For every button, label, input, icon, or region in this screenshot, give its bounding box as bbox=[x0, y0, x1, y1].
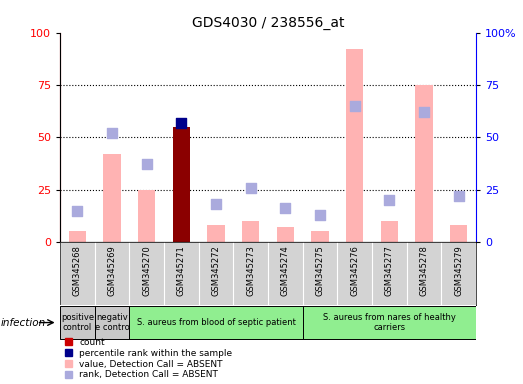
Legend: count, percentile rank within the sample, value, Detection Call = ABSENT, rank, : count, percentile rank within the sample… bbox=[65, 338, 232, 379]
Bar bbox=[450, 225, 467, 242]
Text: GSM345277: GSM345277 bbox=[385, 245, 394, 296]
Bar bbox=[311, 232, 328, 242]
Bar bbox=[303, 306, 476, 339]
Point bbox=[177, 119, 186, 126]
Text: S. aureus from nares of healthy
carriers: S. aureus from nares of healthy carriers bbox=[323, 313, 456, 332]
Text: GSM345272: GSM345272 bbox=[212, 245, 221, 296]
Text: GSM345279: GSM345279 bbox=[454, 245, 463, 296]
Bar bbox=[415, 85, 433, 242]
Text: GSM345271: GSM345271 bbox=[177, 245, 186, 296]
Text: GSM345276: GSM345276 bbox=[350, 245, 359, 296]
Point bbox=[420, 109, 428, 115]
Bar bbox=[69, 232, 86, 242]
Text: GSM345273: GSM345273 bbox=[246, 245, 255, 296]
Text: positive
control: positive control bbox=[61, 313, 94, 332]
Bar bbox=[173, 127, 190, 242]
Text: infection: infection bbox=[1, 318, 47, 328]
Point bbox=[73, 207, 82, 214]
Point bbox=[246, 184, 255, 190]
Point bbox=[316, 212, 324, 218]
Text: GSM345269: GSM345269 bbox=[108, 245, 117, 296]
Text: GSM345270: GSM345270 bbox=[142, 245, 151, 296]
Title: GDS4030 / 238556_at: GDS4030 / 238556_at bbox=[192, 16, 344, 30]
Point bbox=[454, 193, 463, 199]
Point bbox=[212, 201, 220, 207]
Bar bbox=[346, 50, 363, 242]
Point bbox=[108, 130, 116, 136]
Bar bbox=[138, 190, 155, 242]
Bar bbox=[381, 221, 398, 242]
Bar bbox=[208, 225, 225, 242]
Bar bbox=[95, 306, 129, 339]
Text: GSM345268: GSM345268 bbox=[73, 245, 82, 296]
Bar bbox=[104, 154, 121, 242]
Bar bbox=[242, 221, 259, 242]
Point bbox=[143, 161, 151, 167]
Text: S. aureus from blood of septic patient: S. aureus from blood of septic patient bbox=[137, 318, 295, 327]
Text: GSM345275: GSM345275 bbox=[315, 245, 324, 296]
Text: GSM345274: GSM345274 bbox=[281, 245, 290, 296]
Bar bbox=[60, 306, 95, 339]
Point bbox=[281, 205, 290, 212]
Text: GSM345278: GSM345278 bbox=[419, 245, 428, 296]
Point bbox=[350, 103, 359, 109]
Point bbox=[385, 197, 393, 203]
Text: negativ
e contro: negativ e contro bbox=[95, 313, 130, 332]
Bar bbox=[277, 227, 294, 242]
Bar bbox=[129, 306, 303, 339]
